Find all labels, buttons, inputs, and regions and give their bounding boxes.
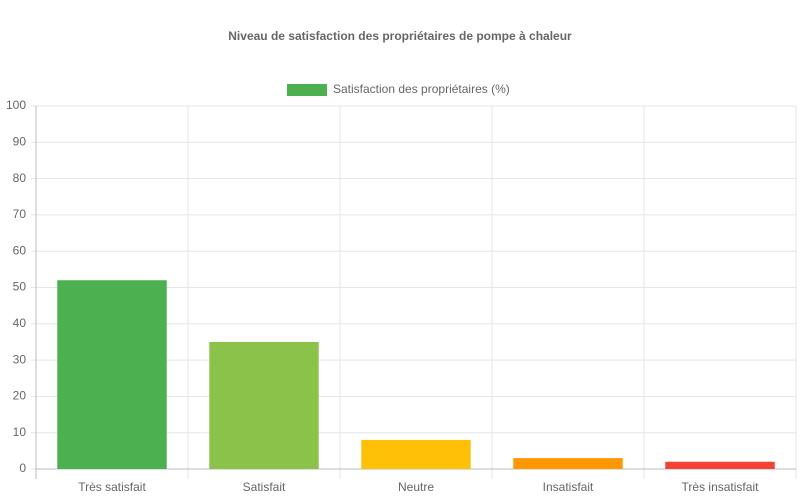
y-tick-label: 10 (13, 425, 27, 439)
y-tick-label: 30 (13, 352, 27, 366)
bar (665, 461, 775, 469)
y-tick-label: 100 (6, 98, 26, 112)
y-tick-label: 80 (13, 171, 27, 185)
x-tick-label: Insatisfait (543, 480, 594, 494)
bar (57, 280, 167, 469)
y-tick-label: 90 (13, 134, 27, 148)
y-tick-label: 60 (13, 243, 27, 257)
bar (513, 458, 623, 469)
y-tick-label: 20 (13, 389, 27, 403)
bar (361, 439, 471, 469)
x-tick-label: Neutre (398, 480, 434, 494)
x-tick-label: Satisfait (243, 480, 286, 494)
chart-title: Niveau de satisfaction des propriétaires… (228, 29, 572, 43)
x-tick-label: Très satisfait (78, 480, 146, 494)
legend-swatch (287, 84, 327, 96)
x-tick-label: Très insatisfait (682, 480, 760, 494)
bar (209, 341, 319, 469)
legend-label: Satisfaction des propriétaires (%) (333, 82, 510, 96)
y-tick-label: 0 (19, 461, 26, 475)
y-tick-label: 70 (13, 207, 27, 221)
y-tick-label: 40 (13, 316, 27, 330)
y-tick-label: 50 (13, 280, 27, 294)
